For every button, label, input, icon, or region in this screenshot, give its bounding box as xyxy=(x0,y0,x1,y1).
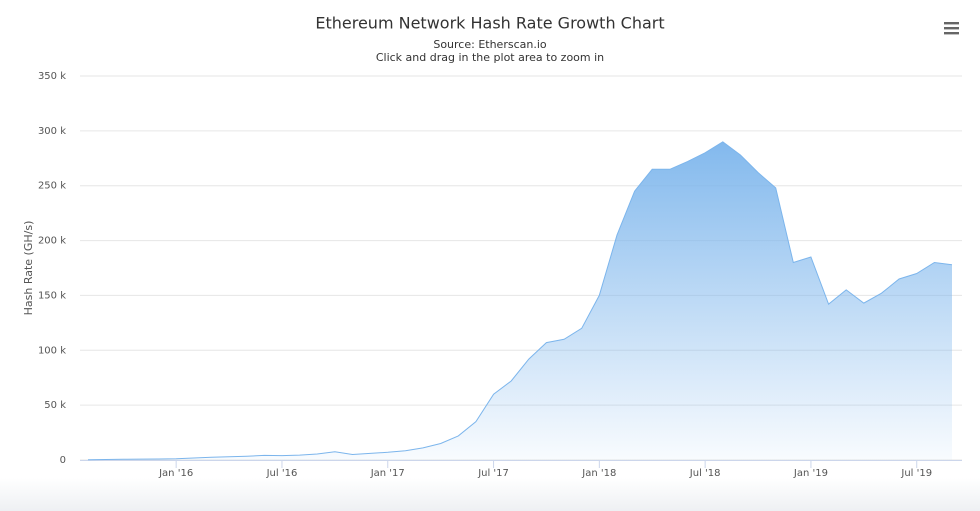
y-tick-label: 200 k xyxy=(38,236,66,247)
y-tick-label: 300 k xyxy=(38,126,66,137)
footer-band xyxy=(0,478,980,511)
x-tick-label: Jul '16 xyxy=(266,468,298,479)
y-tick-label: 350 k xyxy=(38,71,66,82)
x-tick-label: Jul '18 xyxy=(689,468,721,479)
y-tick-label: 50 k xyxy=(44,400,66,411)
line xyxy=(87,141,953,461)
y-tick-label: 100 k xyxy=(38,345,66,356)
menu-button[interactable] xyxy=(940,16,962,38)
x-tick-label: Jul '17 xyxy=(477,468,509,479)
y-tick-label: 150 k xyxy=(38,290,66,301)
y-tick-label: 250 k xyxy=(38,181,66,192)
chart-note: Click and drag in the plot area to zoom … xyxy=(376,51,604,64)
y-tick-label: 0 xyxy=(60,455,66,466)
x-tick-label: Jan '19 xyxy=(793,468,828,479)
chart-subtitle: Source: Etherscan.io xyxy=(433,38,547,51)
x-tick-label: Jul '19 xyxy=(900,468,932,479)
x-tick-label: Jan '18 xyxy=(581,468,616,479)
y-axis-title: Hash Rate (GH/s) xyxy=(22,221,35,316)
chart-title: Ethereum Network Hash Rate Growth Chart xyxy=(315,14,664,33)
menu-bar xyxy=(944,27,959,30)
menu-bar xyxy=(944,22,959,25)
x-tick-label: Jan '17 xyxy=(370,468,405,479)
area xyxy=(88,141,952,461)
menu-bar xyxy=(944,32,959,35)
x-tick-label: Jan '16 xyxy=(158,468,193,479)
